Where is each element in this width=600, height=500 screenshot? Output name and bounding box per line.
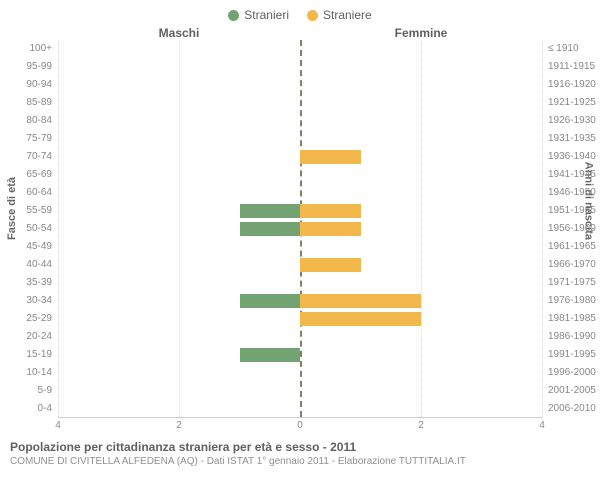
age-label: 70-74 bbox=[26, 148, 52, 166]
age-labels: 100+95-9990-9485-8980-8475-7970-7465-696… bbox=[0, 40, 56, 418]
legend-label: Stranieri bbox=[244, 8, 289, 22]
birth-label: 1996-2000 bbox=[548, 364, 596, 382]
legend-label: Straniere bbox=[323, 8, 372, 22]
plot-area bbox=[58, 40, 542, 418]
age-label: 30-34 bbox=[26, 292, 52, 310]
chart-row bbox=[58, 400, 542, 418]
birth-label: 2001-2005 bbox=[548, 382, 596, 400]
age-label: 10-14 bbox=[26, 364, 52, 382]
chart-row bbox=[58, 256, 542, 274]
x-tick: 4 bbox=[55, 420, 61, 431]
birth-label: 1941-1945 bbox=[548, 166, 596, 184]
birth-label: 1911-1915 bbox=[548, 58, 595, 76]
age-label: 35-39 bbox=[26, 274, 52, 292]
age-label: 25-29 bbox=[26, 310, 52, 328]
chart-row bbox=[58, 292, 542, 310]
x-tick: 0 bbox=[297, 420, 303, 431]
bar-female bbox=[300, 258, 361, 272]
legend-swatch bbox=[228, 10, 239, 21]
birth-label: 1931-1935 bbox=[548, 130, 596, 148]
x-tick: 4 bbox=[539, 420, 545, 431]
birth-label: 1946-1950 bbox=[548, 184, 596, 202]
chart-row bbox=[58, 238, 542, 256]
age-label: 65-69 bbox=[26, 166, 52, 184]
age-label: 55-59 bbox=[26, 202, 52, 220]
age-label: 50-54 bbox=[26, 220, 52, 238]
chart-row bbox=[58, 94, 542, 112]
bar-male bbox=[240, 222, 301, 236]
chart-row bbox=[58, 220, 542, 238]
legend-item: Straniere bbox=[307, 8, 372, 22]
bar-female bbox=[300, 294, 421, 308]
x-tick: 2 bbox=[176, 420, 182, 431]
age-label: 100+ bbox=[29, 40, 52, 58]
bar-male bbox=[240, 348, 301, 362]
birth-label: 2006-2010 bbox=[548, 400, 596, 418]
bar-female bbox=[300, 312, 421, 326]
chart-row bbox=[58, 184, 542, 202]
chart-subtitle: COMUNE DI CIVITELLA ALFEDENA (AQ) - Dati… bbox=[10, 456, 590, 467]
legend: Stranieri Straniere bbox=[0, 0, 600, 26]
birth-label: 1956-1960 bbox=[548, 220, 596, 238]
chart-row bbox=[58, 148, 542, 166]
age-label: 15-19 bbox=[26, 346, 52, 364]
age-label: 40-44 bbox=[26, 256, 52, 274]
age-label: 75-79 bbox=[26, 130, 52, 148]
chart-row bbox=[58, 310, 542, 328]
bar-female bbox=[300, 204, 361, 218]
bar-female bbox=[300, 222, 361, 236]
chart-footer: Popolazione per cittadinanza straniera p… bbox=[0, 432, 600, 467]
age-label: 60-64 bbox=[26, 184, 52, 202]
birth-label: 1966-1970 bbox=[548, 256, 596, 274]
birth-label: 1986-1990 bbox=[548, 328, 596, 346]
chart-row bbox=[58, 130, 542, 148]
bar-female bbox=[300, 150, 361, 164]
age-label: 90-94 bbox=[26, 76, 52, 94]
chart-row bbox=[58, 364, 542, 382]
birth-label: 1951-1955 bbox=[548, 202, 596, 220]
chart-title: Popolazione per cittadinanza straniera p… bbox=[10, 440, 590, 454]
header-females: Femmine bbox=[300, 26, 542, 40]
chart-row bbox=[58, 40, 542, 58]
chart-row bbox=[58, 346, 542, 364]
age-label: 95-99 bbox=[26, 58, 52, 76]
chart-row bbox=[58, 328, 542, 346]
age-label: 5-9 bbox=[38, 382, 52, 400]
birth-label: 1976-1980 bbox=[548, 292, 596, 310]
chart-row bbox=[58, 382, 542, 400]
age-label: 45-49 bbox=[26, 238, 52, 256]
x-tick: 2 bbox=[418, 420, 424, 431]
population-pyramid-chart: Fasce di età Anni di nascita 100+95-9990… bbox=[0, 40, 600, 432]
birth-label: ≤ 1910 bbox=[548, 40, 579, 58]
birth-label: 1921-1925 bbox=[548, 94, 596, 112]
age-label: 20-24 bbox=[26, 328, 52, 346]
age-label: 80-84 bbox=[26, 112, 52, 130]
chart-row bbox=[58, 166, 542, 184]
column-headers: Maschi Femmine bbox=[0, 26, 600, 40]
chart-row bbox=[58, 112, 542, 130]
legend-swatch bbox=[307, 10, 318, 21]
birth-label: 1971-1975 bbox=[548, 274, 596, 292]
bar-male bbox=[240, 294, 301, 308]
birth-label: 1916-1920 bbox=[548, 76, 596, 94]
birth-label: 1926-1930 bbox=[548, 112, 596, 130]
age-label: 85-89 bbox=[26, 94, 52, 112]
header-males: Maschi bbox=[58, 26, 300, 40]
legend-item: Stranieri bbox=[228, 8, 289, 22]
birth-year-labels: ≤ 19101911-19151916-19201921-19251926-19… bbox=[544, 40, 600, 418]
birth-label: 1991-1995 bbox=[548, 346, 596, 364]
chart-row bbox=[58, 202, 542, 220]
birth-label: 1936-1940 bbox=[548, 148, 596, 166]
x-axis-ticks: 4 2 0 2 4 bbox=[58, 418, 542, 432]
chart-row bbox=[58, 76, 542, 94]
birth-label: 1961-1965 bbox=[548, 238, 596, 256]
chart-row bbox=[58, 58, 542, 76]
age-label: 0-4 bbox=[38, 400, 52, 418]
chart-row bbox=[58, 274, 542, 292]
bar-male bbox=[240, 204, 301, 218]
birth-label: 1981-1985 bbox=[548, 310, 596, 328]
